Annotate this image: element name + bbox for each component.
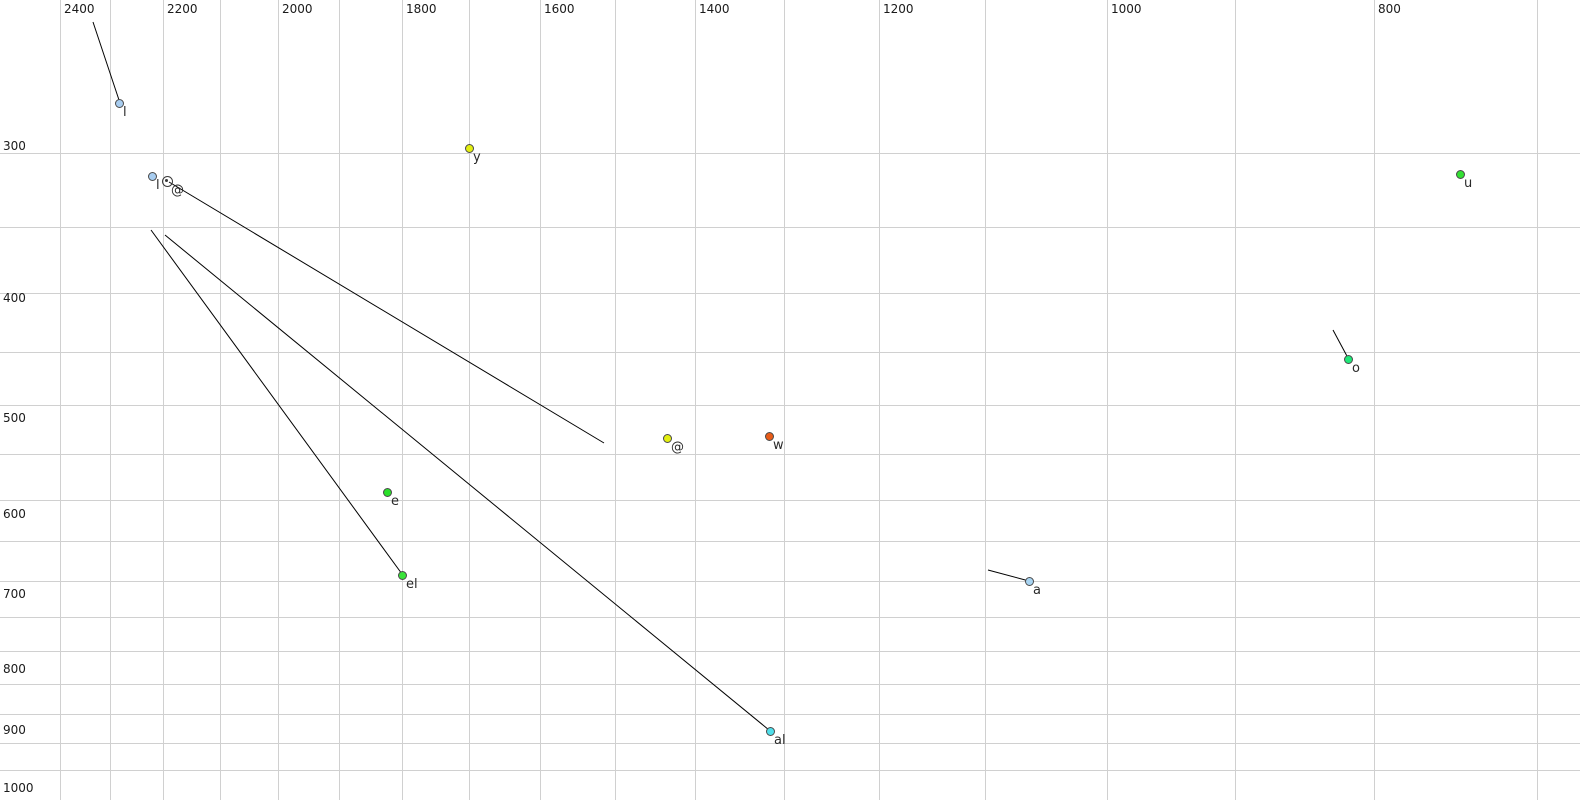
x-tick-label-2400: 2400 — [64, 2, 95, 16]
y-tick-label-1000: 1000 — [3, 781, 34, 795]
x-gridline-1900 — [339, 0, 340, 800]
y-gridline-900 — [0, 714, 1580, 715]
y-gridline-650 — [0, 541, 1580, 542]
x-gridline-1300 — [784, 0, 785, 800]
x-gridline-1200 — [879, 0, 880, 800]
y-tick-label-400: 400 — [3, 291, 26, 305]
x-tick-label-1600: 1600 — [544, 2, 575, 16]
x-tick-label-800: 800 — [1378, 2, 1401, 16]
data-point-@[interactable] — [662, 433, 672, 443]
tail-l-upper — [92, 21, 121, 104]
y-gridline-400 — [0, 293, 1580, 294]
y-gridline-450 — [0, 352, 1580, 353]
y-tick-label-700: 700 — [3, 587, 26, 601]
y-gridline-1000 — [0, 770, 1580, 771]
data-point-label-el: el — [406, 577, 418, 592]
y-gridline-600 — [0, 500, 1580, 501]
y-gridline-700 — [0, 581, 1580, 582]
y-tick-label-300: 300 — [3, 139, 26, 153]
x-gridline-2000 — [278, 0, 279, 800]
data-point-label-l: l — [156, 178, 160, 193]
x-gridline-900 — [1235, 0, 1236, 800]
x-gridline-1400 — [695, 0, 696, 800]
x-gridline-2200 — [163, 0, 164, 800]
x-gridline-2400 — [60, 0, 61, 800]
data-point-y[interactable] — [464, 143, 474, 153]
x-gridline-2100 — [220, 0, 221, 800]
x-gridline-800 — [1374, 0, 1375, 800]
x-gridline-1100 — [985, 0, 986, 800]
tail-o — [1332, 329, 1349, 359]
y-tick-label-900: 900 — [3, 723, 26, 737]
data-point-o[interactable] — [1343, 354, 1353, 364]
x-gridline-1600 — [540, 0, 541, 800]
y-gridline-550 — [0, 454, 1580, 455]
data-point-label-y: y — [473, 150, 481, 165]
data-point-al[interactable] — [765, 726, 775, 736]
data-point-u[interactable] — [1455, 169, 1465, 179]
tail-at-long — [168, 181, 605, 444]
data-point-l[interactable] — [147, 171, 157, 181]
x-tick-label-2000: 2000 — [282, 2, 313, 16]
data-point-label-@: @ — [671, 440, 684, 455]
y-gridline-750 — [0, 617, 1580, 618]
data-point-a[interactable] — [1024, 576, 1034, 586]
x-gridline-2300 — [110, 0, 111, 800]
x-gridline-1800 — [402, 0, 403, 800]
x-tick-label-1200: 1200 — [883, 2, 914, 16]
x-gridline-700 — [1537, 0, 1538, 800]
y-gridline-300 — [0, 153, 1580, 154]
data-point-label-u: u — [1464, 176, 1473, 191]
tail-a — [987, 569, 1030, 582]
x-tick-label-1000: 1000 — [1111, 2, 1142, 16]
y-gridline-800 — [0, 651, 1580, 652]
data-point-label-o: o — [1352, 361, 1360, 376]
data-point-label-@: @ — [171, 183, 184, 198]
data-point-e[interactable] — [382, 487, 392, 497]
y-tick-label-800: 800 — [3, 662, 26, 676]
data-point-label-e: e — [391, 494, 399, 509]
x-tick-label-1400: 1400 — [699, 2, 730, 16]
y-gridline-950 — [0, 743, 1580, 744]
x-gridline-1000 — [1107, 0, 1108, 800]
data-point-label-a: a — [1033, 583, 1041, 598]
x-gridline-1500 — [615, 0, 616, 800]
tail-al — [164, 234, 770, 731]
x-tick-label-1800: 1800 — [406, 2, 437, 16]
data-point-@[interactable] — [161, 175, 173, 187]
data-point-label-l: l — [123, 105, 127, 120]
data-point-label-w: w — [773, 438, 784, 453]
data-point-el[interactable] — [397, 570, 407, 580]
data-point-l[interactable] — [114, 98, 124, 108]
y-gridline-850 — [0, 684, 1580, 685]
y-tick-label-500: 500 — [3, 411, 26, 425]
y-tick-label-600: 600 — [3, 507, 26, 521]
tail-el — [150, 229, 403, 575]
x-gridline-1700 — [469, 0, 470, 800]
data-point-label-al: al — [774, 733, 786, 748]
data-point-w[interactable] — [764, 431, 774, 441]
y-gridline-500 — [0, 405, 1580, 406]
y-gridline-350 — [0, 227, 1580, 228]
x-tick-label-2200: 2200 — [167, 2, 198, 16]
